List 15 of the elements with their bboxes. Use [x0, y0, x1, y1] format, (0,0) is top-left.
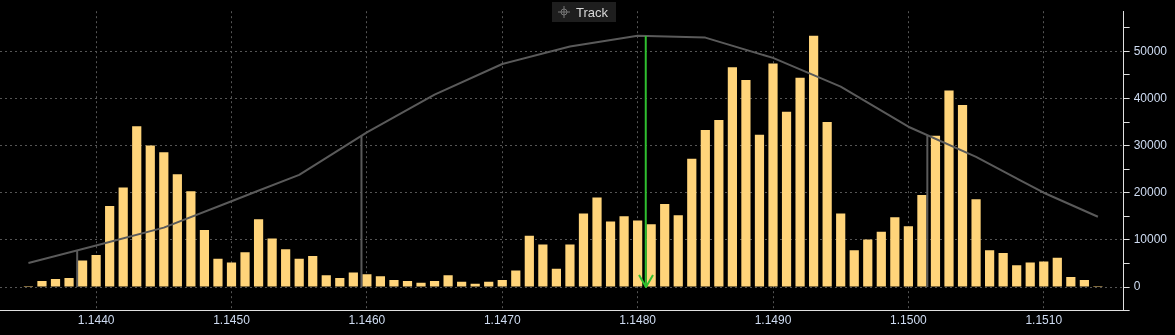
x-tick-label: 1.1470 — [483, 313, 521, 328]
x-tick-label: 1.1510 — [1025, 313, 1063, 328]
y-tick-label: 50000 — [1133, 43, 1168, 58]
x-tick-label: 1.1480 — [619, 313, 657, 328]
y-tick-label: 20000 — [1133, 185, 1168, 200]
y-tick-label: 0 — [1133, 279, 1141, 294]
x-tick-label: 1.1500 — [890, 313, 928, 328]
x-tick-label: 1.1450 — [213, 313, 251, 328]
y-tick-label: 10000 — [1133, 232, 1168, 247]
annotation: Track — [576, 4, 609, 20]
x-tick-label: 1.1490 — [754, 313, 792, 328]
x-tick-label: 1.1460 — [348, 313, 386, 328]
y-tick-label: 30000 — [1133, 137, 1168, 152]
y-tick-label: 40000 — [1133, 90, 1168, 105]
x-tick-label: 1.1440 — [77, 313, 115, 328]
